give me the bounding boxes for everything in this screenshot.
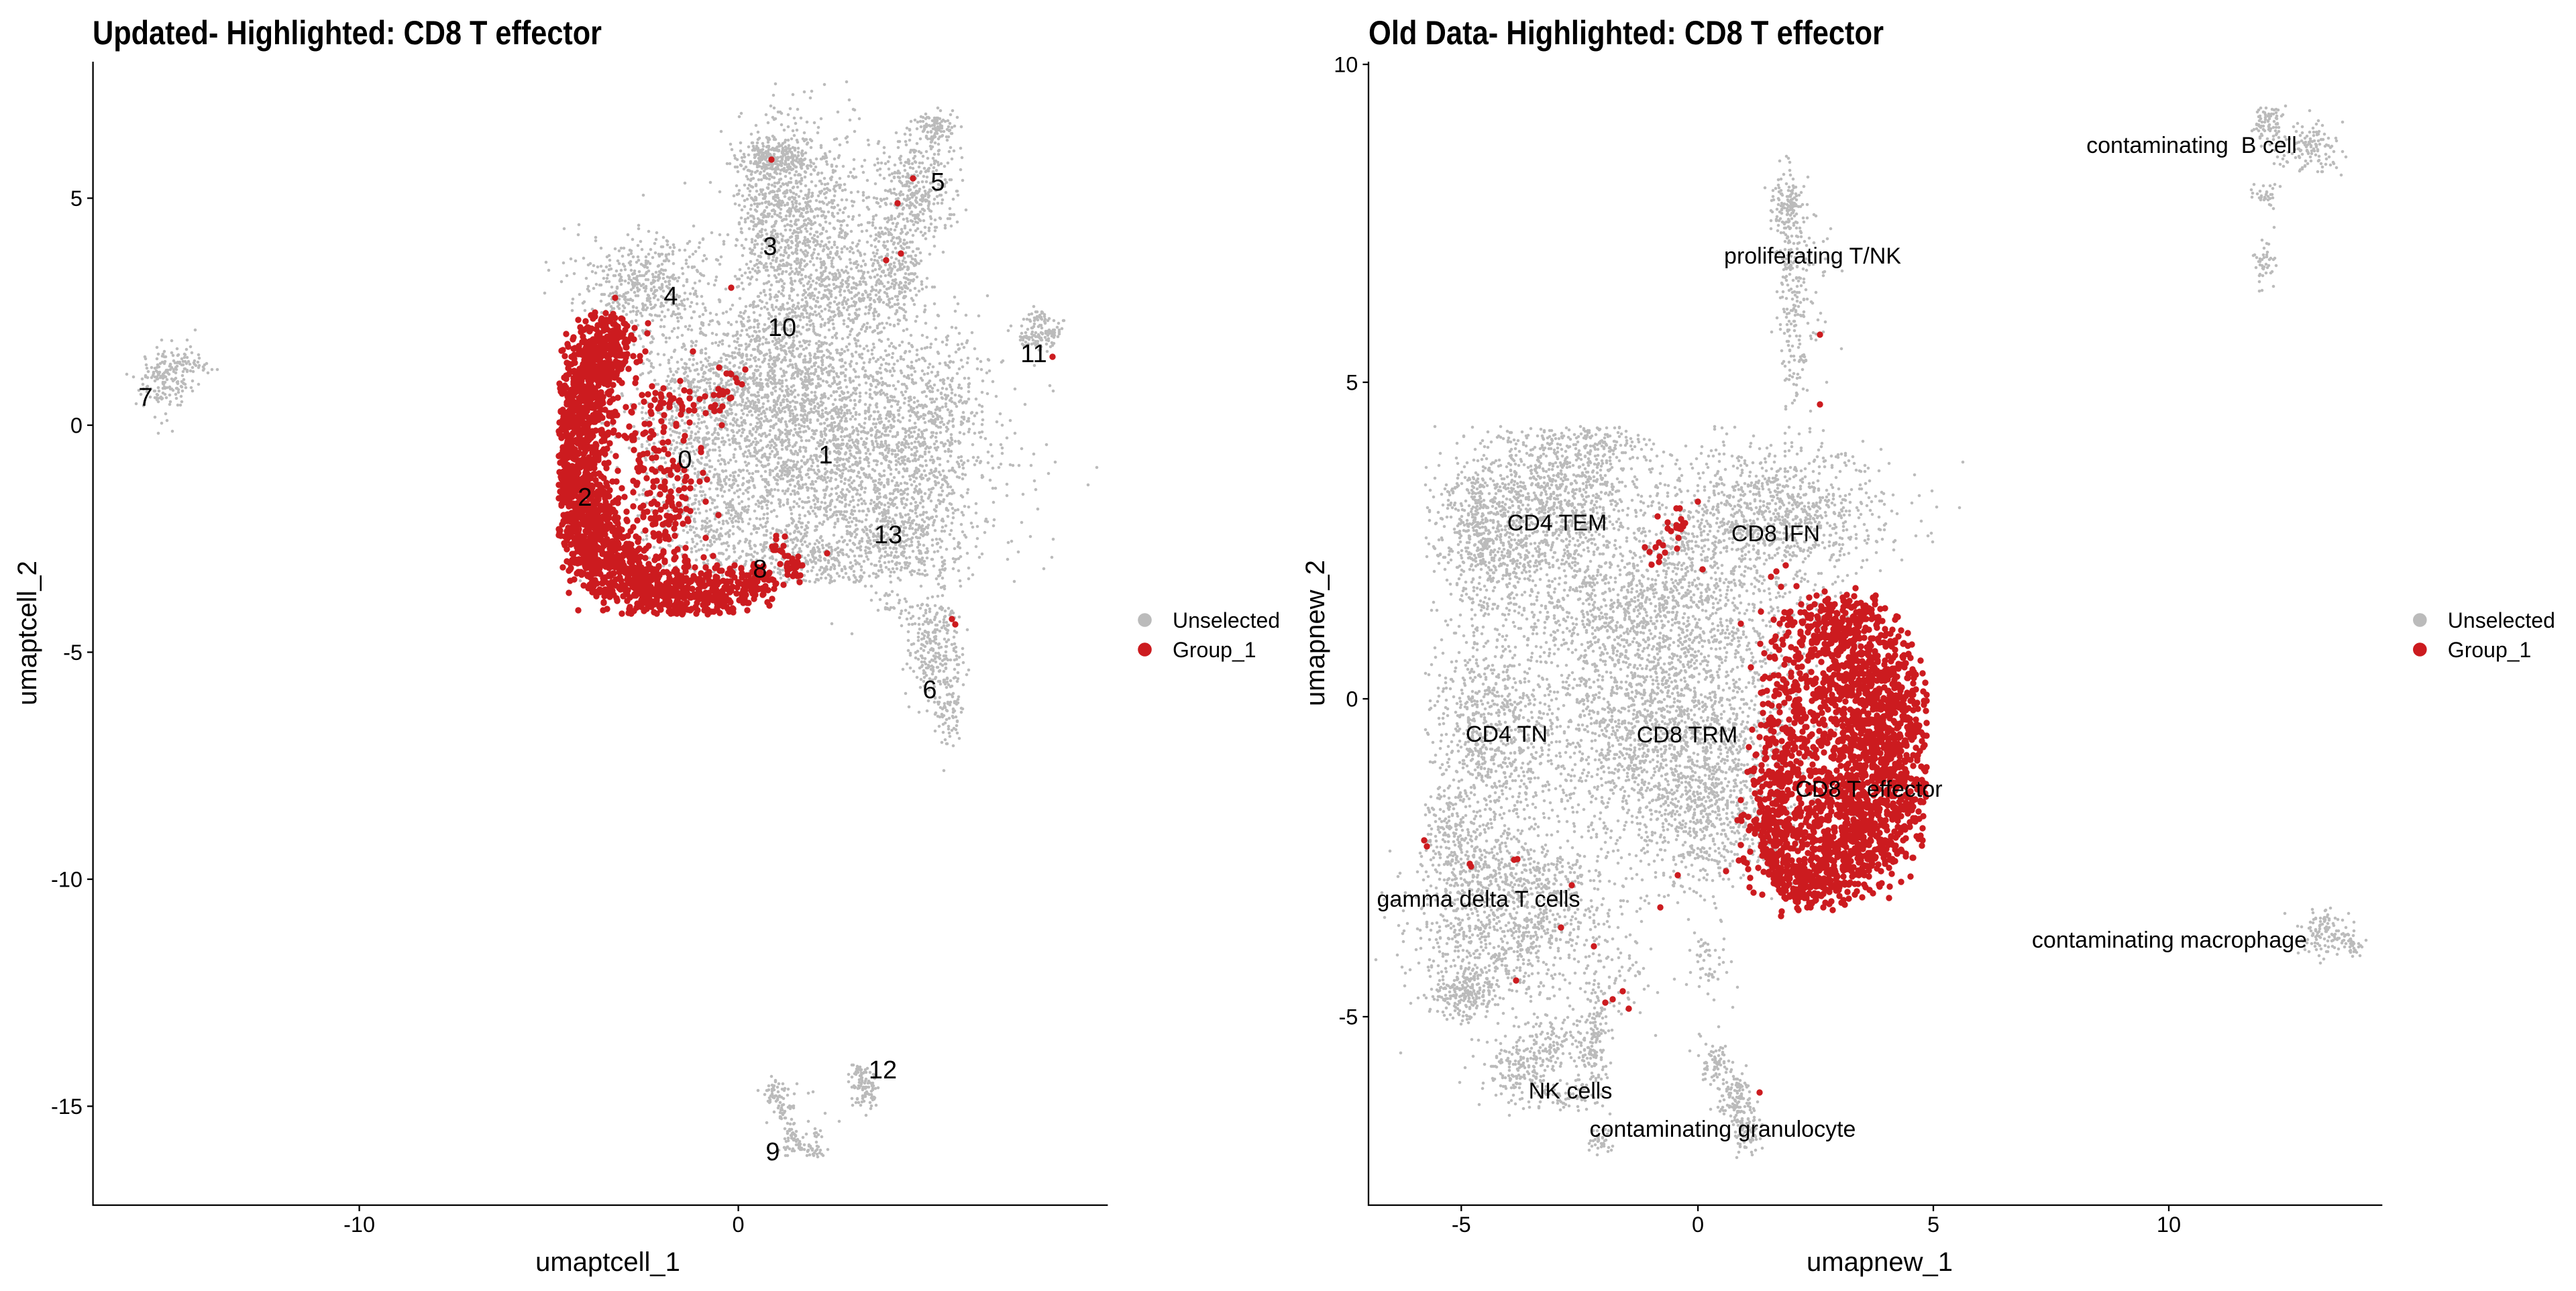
svg-text:Unselected: Unselected (2448, 608, 2555, 632)
svg-text:7: 7 (138, 384, 152, 412)
svg-text:10: 10 (1334, 53, 1358, 77)
svg-text:10: 10 (2157, 1213, 2181, 1237)
svg-text:-5: -5 (63, 640, 83, 665)
svg-text:1: 1 (818, 441, 833, 469)
svg-text:13: 13 (874, 521, 902, 549)
svg-text:0: 0 (1346, 687, 1358, 712)
svg-text:umaptcell_1: umaptcell_1 (535, 1247, 680, 1277)
svg-text:proliferating T/NK: proliferating T/NK (1724, 243, 1901, 269)
svg-text:gamma delta T cells: gamma delta T cells (1377, 887, 1580, 912)
svg-text:5: 5 (930, 168, 945, 197)
svg-text:0: 0 (1692, 1213, 1704, 1237)
svg-text:6: 6 (922, 676, 936, 704)
svg-text:11: 11 (1020, 340, 1046, 368)
svg-text:Old Data- Highlighted: CD8 T e: Old Data- Highlighted: CD8 T effector (1368, 14, 1884, 52)
svg-text:0: 0 (70, 414, 83, 438)
svg-text:umapnew_1: umapnew_1 (1807, 1247, 1953, 1277)
svg-text:contaminating macrophage: contaminating macrophage (2032, 928, 2307, 953)
svg-text:umapnew_2: umapnew_2 (1301, 560, 1330, 706)
svg-text:contaminating granulocyte: contaminating granulocyte (1590, 1117, 1856, 1142)
svg-text:CD8 T effector: CD8 T effector (1795, 777, 1942, 802)
svg-text:contaminating B cell: contaminating B cell (2086, 133, 2297, 158)
svg-text:-10: -10 (51, 868, 83, 892)
svg-text:5: 5 (1927, 1213, 1939, 1237)
svg-text:CD4 TN: CD4 TN (1466, 722, 1548, 747)
svg-text:Group_1: Group_1 (2448, 638, 2532, 662)
svg-text:-10: -10 (343, 1213, 375, 1237)
svg-text:-5: -5 (1338, 1005, 1358, 1029)
svg-text:9: 9 (765, 1138, 780, 1166)
svg-text:0: 0 (678, 446, 692, 474)
svg-text:Group_1: Group_1 (1173, 638, 1256, 662)
svg-text:0: 0 (733, 1213, 745, 1237)
svg-text:CD8 IFN: CD8 IFN (1731, 521, 1820, 547)
svg-text:NK cells: NK cells (1529, 1078, 1613, 1104)
svg-text:10: 10 (768, 314, 796, 342)
svg-text:5: 5 (70, 186, 83, 211)
svg-text:8: 8 (753, 555, 767, 583)
svg-text:5: 5 (1346, 371, 1358, 395)
svg-text:CD8 TRM: CD8 TRM (1637, 722, 1738, 748)
svg-text:-15: -15 (51, 1094, 83, 1119)
svg-text:12: 12 (869, 1056, 897, 1084)
svg-text:4: 4 (663, 282, 678, 311)
svg-text:CD4 TEM: CD4 TEM (1507, 510, 1607, 536)
svg-text:Unselected: Unselected (1173, 608, 1280, 632)
svg-text:-5: -5 (1452, 1213, 1471, 1237)
svg-text:umaptcell_2: umaptcell_2 (13, 561, 42, 706)
svg-text:Updated- Highlighted: CD8 T ef: Updated- Highlighted: CD8 T effector (93, 14, 602, 52)
svg-text:3: 3 (763, 233, 777, 261)
svg-text:2: 2 (578, 484, 592, 512)
